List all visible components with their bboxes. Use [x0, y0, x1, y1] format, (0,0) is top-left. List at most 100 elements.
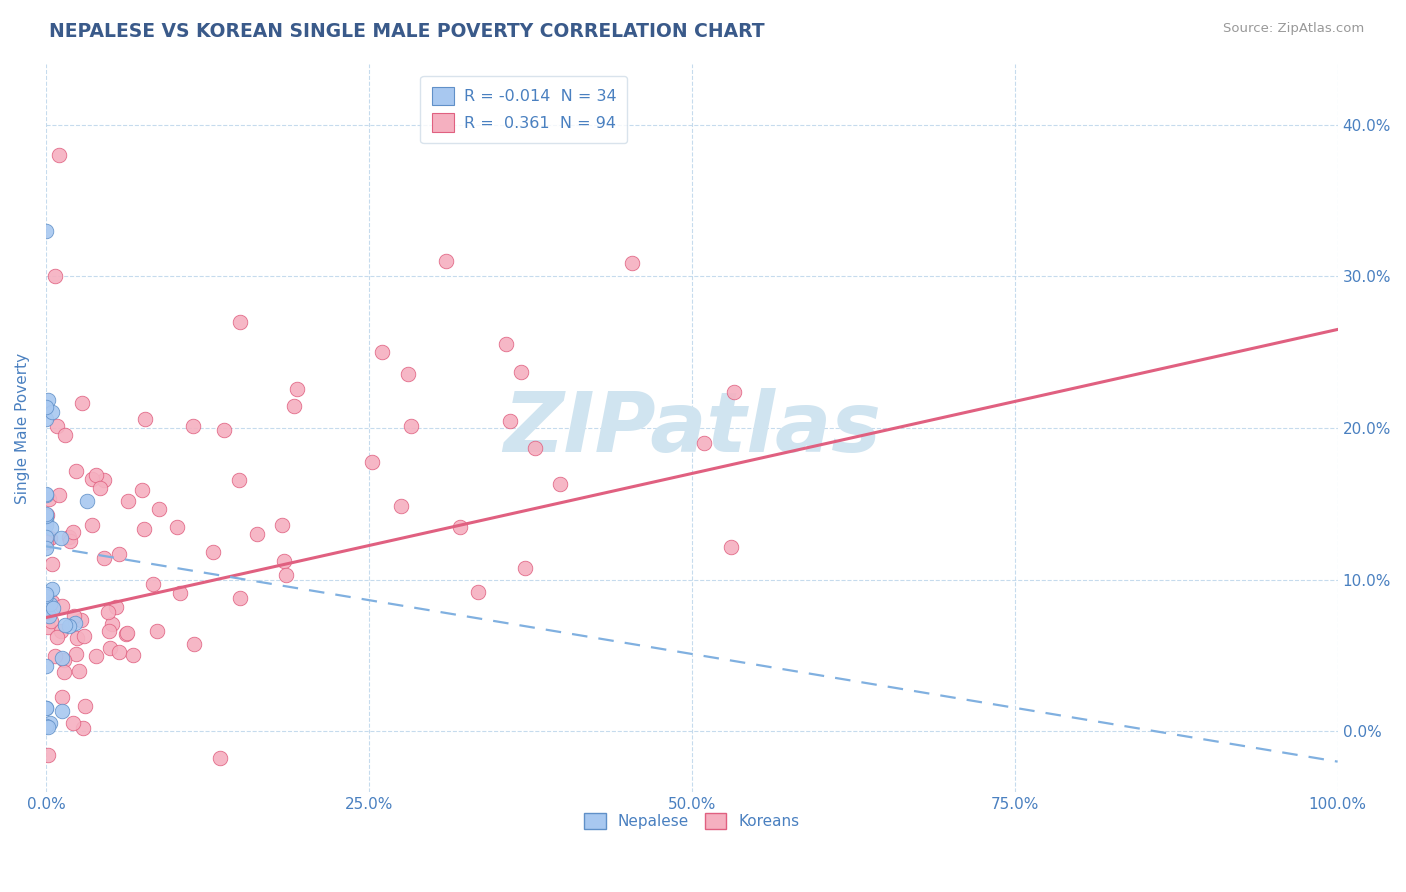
Point — [401, 419, 423, 434]
Point — [35, 224, 58, 238]
Point — [93, 473, 115, 487]
Point — [35, 659, 58, 673]
Point — [513, 561, 536, 575]
Point — [44, 648, 66, 663]
Point — [41, 405, 63, 419]
Point — [37, 393, 59, 408]
Point — [524, 441, 547, 455]
Point — [49, 531, 72, 545]
Point — [35, 507, 58, 521]
Point — [97, 605, 120, 619]
Point — [51, 624, 73, 639]
Point — [35, 401, 58, 415]
Point — [37, 620, 59, 634]
Point — [35, 600, 58, 615]
Point — [389, 500, 412, 514]
Point — [63, 609, 86, 624]
Point — [65, 464, 87, 478]
Point — [51, 599, 73, 613]
Point — [41, 594, 63, 608]
Point — [35, 508, 58, 523]
Point — [108, 547, 131, 561]
Point — [52, 665, 75, 680]
Point — [467, 585, 489, 599]
Point — [84, 649, 107, 664]
Point — [41, 558, 63, 572]
Point — [183, 637, 205, 651]
Point — [93, 551, 115, 566]
Point — [35, 541, 58, 556]
Point — [228, 473, 250, 487]
Point — [58, 530, 80, 544]
Point — [62, 715, 84, 730]
Point — [70, 613, 93, 627]
Legend: Nepalese, Koreans: Nepalese, Koreans — [578, 807, 806, 835]
Point — [620, 255, 643, 269]
Point — [169, 586, 191, 600]
Point — [82, 518, 104, 533]
Point — [101, 617, 124, 632]
Point — [41, 614, 63, 628]
Point — [229, 591, 252, 606]
Point — [148, 502, 170, 516]
Point — [246, 527, 269, 541]
Point — [51, 705, 73, 719]
Point — [39, 521, 62, 535]
Point — [37, 748, 59, 763]
Point — [48, 148, 70, 162]
Point — [39, 715, 62, 730]
Point — [53, 428, 76, 442]
Point — [396, 367, 419, 381]
Point — [495, 337, 517, 351]
Point — [98, 624, 121, 639]
Point — [208, 750, 231, 764]
Y-axis label: Single Male Poverty: Single Male Poverty — [15, 352, 30, 504]
Point — [181, 418, 204, 433]
Point — [38, 492, 60, 507]
Point — [39, 598, 62, 612]
Point — [66, 631, 89, 645]
Point — [35, 512, 58, 526]
Point — [146, 624, 169, 639]
Point — [510, 365, 533, 379]
Point — [35, 488, 58, 502]
Point — [548, 477, 571, 491]
Point — [132, 523, 155, 537]
Point — [38, 609, 60, 624]
Point — [63, 615, 86, 630]
Point — [58, 533, 80, 548]
Point — [48, 488, 70, 502]
Text: Source: ZipAtlas.com: Source: ZipAtlas.com — [1223, 22, 1364, 36]
Point — [89, 481, 111, 495]
Point — [73, 629, 96, 643]
Point — [35, 719, 58, 733]
Point — [73, 698, 96, 713]
Text: NEPALESE VS KOREAN SINGLE MALE POVERTY CORRELATION CHART: NEPALESE VS KOREAN SINGLE MALE POVERTY C… — [49, 22, 765, 41]
Point — [62, 525, 84, 540]
Point — [76, 493, 98, 508]
Text: ZIPatlas: ZIPatlas — [503, 387, 880, 468]
Point — [166, 520, 188, 534]
Point — [131, 483, 153, 498]
Point — [212, 423, 235, 437]
Point — [228, 315, 250, 329]
Point — [371, 345, 394, 359]
Point — [51, 650, 73, 665]
Point — [449, 520, 471, 534]
Point — [723, 385, 745, 400]
Point — [35, 589, 58, 603]
Point — [35, 411, 58, 425]
Point — [285, 382, 308, 396]
Point — [498, 414, 520, 428]
Point — [283, 399, 305, 413]
Point — [65, 648, 87, 662]
Point — [35, 517, 58, 532]
Point — [44, 269, 66, 284]
Point — [434, 254, 457, 268]
Point — [104, 600, 127, 615]
Point — [720, 540, 742, 554]
Point — [35, 700, 58, 714]
Point — [72, 721, 94, 735]
Point — [46, 418, 69, 433]
Point — [53, 653, 76, 667]
